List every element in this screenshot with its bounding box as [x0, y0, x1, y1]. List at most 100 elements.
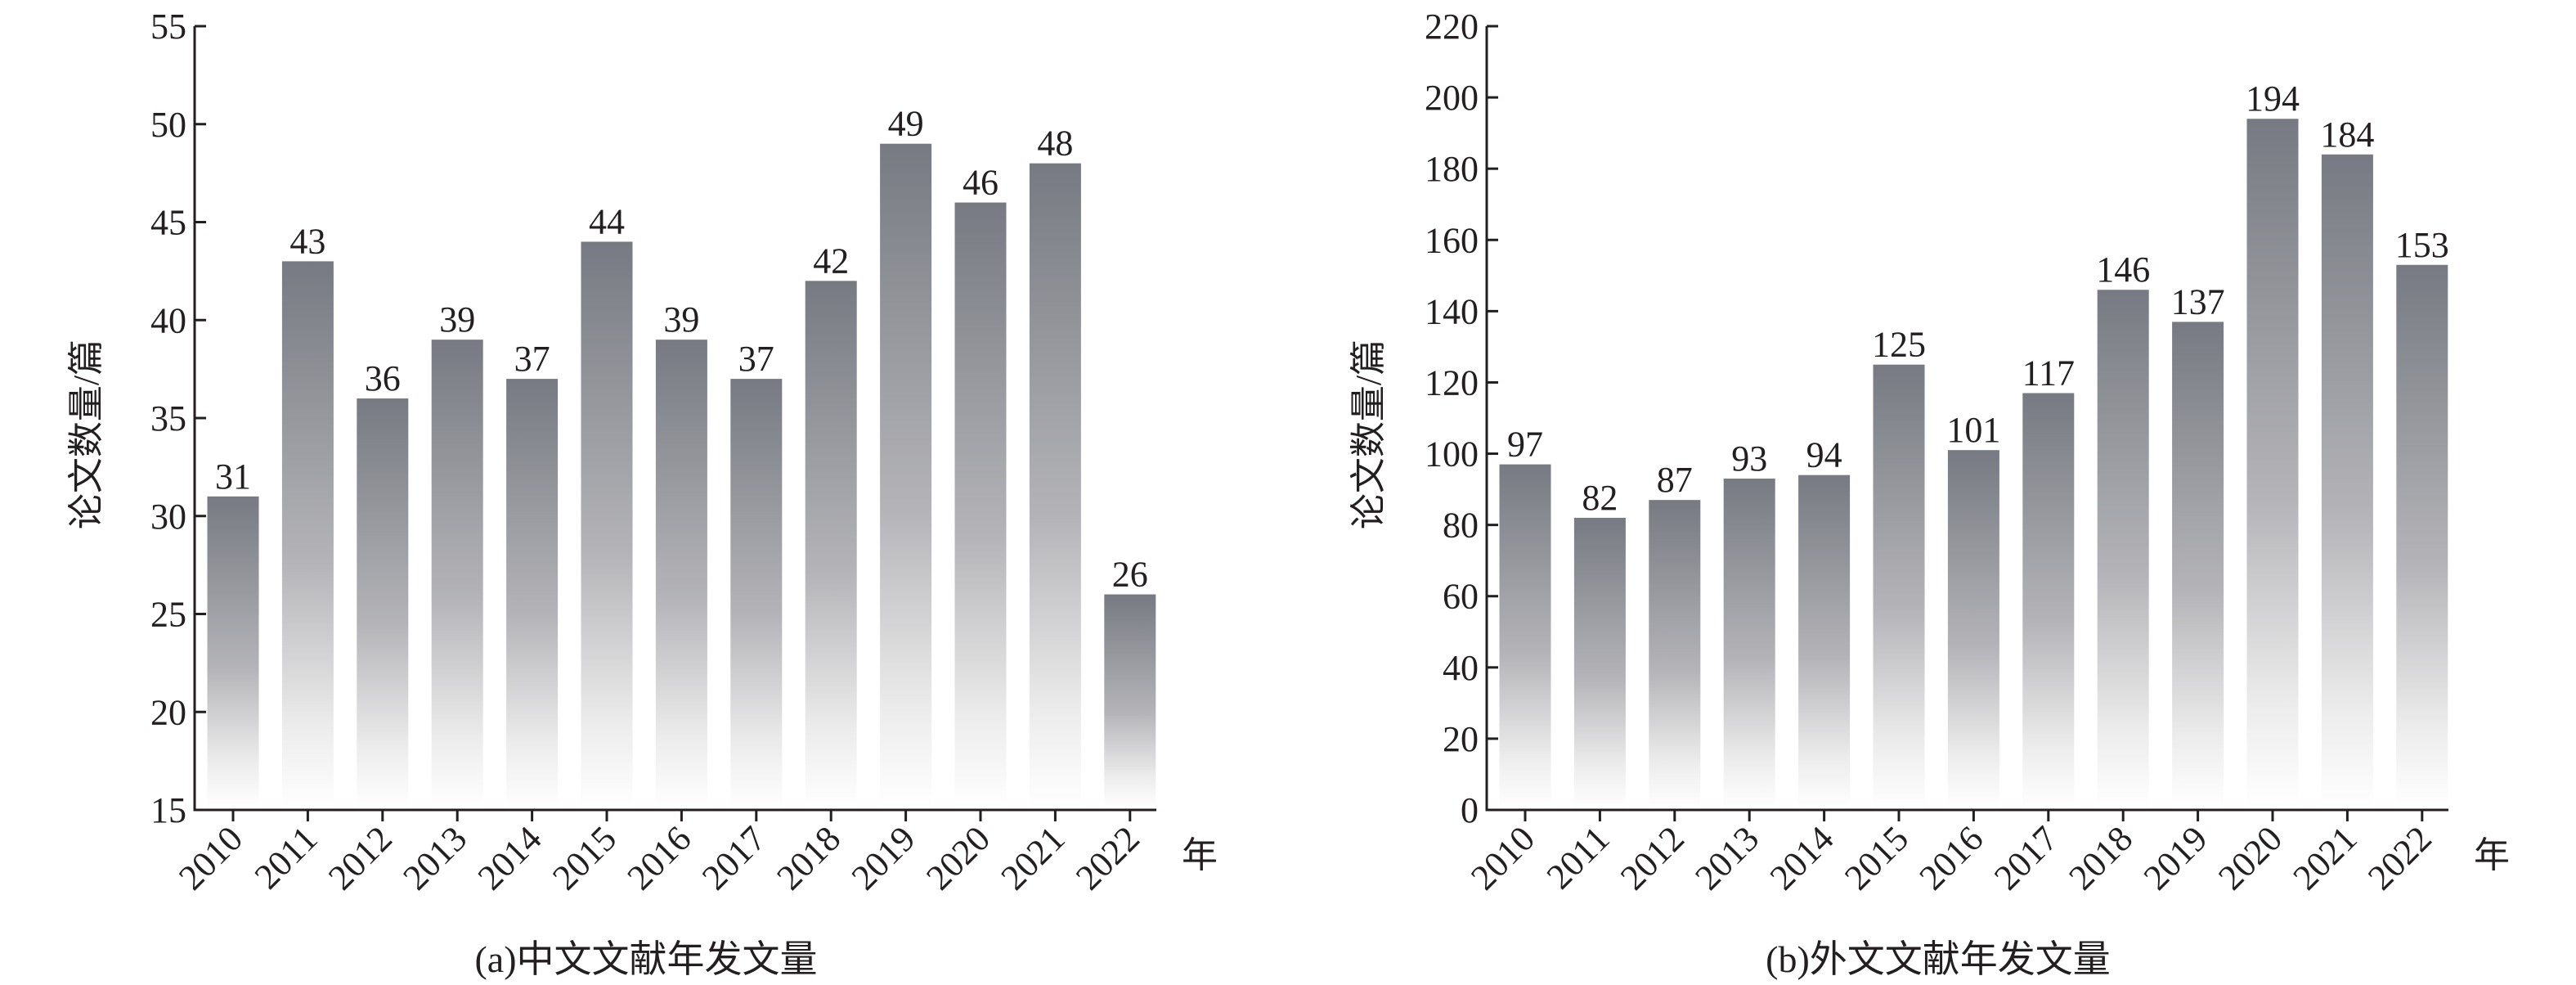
x-tick-label-2018: 2018 [2061, 818, 2140, 897]
y-tick-label-30: 30 [150, 497, 186, 537]
y-tick-label-180: 180 [1425, 149, 1479, 189]
x-tick-label-2021: 2021 [994, 818, 1073, 897]
data-label-2012: 87 [1657, 460, 1693, 500]
data-label-2011: 43 [289, 221, 325, 261]
y-tick-label-120: 120 [1425, 362, 1479, 403]
y-tick-label-0: 0 [1461, 790, 1479, 830]
bar-2019 [2172, 322, 2224, 809]
data-label-2014: 37 [514, 339, 550, 379]
x-tick-label-2019: 2019 [844, 818, 923, 897]
x-tick-label-2017: 2017 [1986, 818, 2066, 897]
x-tick-label-2012: 2012 [321, 818, 400, 897]
bar-2018 [805, 281, 857, 809]
panel-a: (a)中文文献年发文量 年 论文数量/篇 3120104320113620123… [66, 7, 1218, 980]
x-tick-label-2011: 2011 [1539, 818, 1618, 897]
bar-2017 [730, 379, 783, 809]
data-label-2015: 125 [1872, 325, 1926, 365]
bar-2022 [1104, 594, 1156, 808]
bar-2017 [2022, 393, 2075, 808]
x-tick-label-2020: 2020 [2210, 818, 2290, 897]
y-tick-label-200: 200 [1425, 78, 1479, 118]
bar-2022 [2396, 264, 2448, 809]
y-tick-label-25: 25 [150, 595, 186, 635]
bar-2012 [357, 398, 409, 808]
bar-2016 [1947, 450, 1999, 808]
data-label-2014: 94 [1806, 435, 1842, 475]
bar-2018 [2097, 290, 2149, 809]
bar-2011 [281, 261, 334, 808]
x-tick-label-2013: 2013 [1687, 818, 1766, 897]
x-tick-label-2016: 2016 [620, 818, 699, 897]
x-tick-label-2015: 2015 [1837, 818, 1916, 897]
y-tick-label-20: 20 [150, 692, 186, 732]
x-tick-label-2020: 2020 [918, 818, 998, 897]
y-tick-label-220: 220 [1425, 7, 1479, 47]
y-tick-label-140: 140 [1425, 291, 1479, 331]
x-tick-label-2015: 2015 [545, 818, 624, 897]
y-tick-label-40: 40 [150, 300, 186, 340]
bar-2015 [1873, 364, 1925, 808]
x-tick-label-2017: 2017 [694, 818, 774, 897]
data-label-2021: 184 [2320, 115, 2374, 155]
bar-2013 [431, 340, 483, 808]
x-tick-label-2022: 2022 [1068, 818, 1147, 897]
caption-b: (b)外文文献年发文量 [1766, 938, 2111, 980]
y-tick-label-60: 60 [1443, 577, 1479, 617]
data-label-2017: 117 [2022, 353, 2075, 394]
y-tick-label-35: 35 [150, 398, 186, 439]
y-tick-label-50: 50 [150, 105, 186, 145]
bar-2019 [880, 143, 932, 808]
data-label-2019: 49 [888, 104, 924, 144]
data-label-2022: 26 [1112, 555, 1148, 595]
data-label-2016: 39 [663, 299, 699, 340]
bar-2021 [2321, 154, 2373, 808]
data-label-2019: 137 [2171, 281, 2225, 322]
x-axis-unit-a: 年 [1182, 835, 1218, 875]
x-axis-unit-b: 年 [2474, 835, 2510, 875]
x-tick-label-2021: 2021 [2286, 818, 2365, 897]
y-tick-label-100: 100 [1425, 434, 1479, 475]
y-tick-label-55: 55 [150, 7, 186, 47]
data-label-2010: 31 [215, 457, 251, 497]
bar-2020 [954, 202, 1007, 809]
x-tick-label-2013: 2013 [395, 818, 474, 897]
x-tick-label-2011: 2011 [247, 818, 325, 897]
data-label-2018: 42 [813, 241, 849, 281]
panel-b: (b)外文文献年发文量 年 论文数量/篇 9720108220118720129… [1349, 7, 2510, 980]
data-label-2020: 46 [963, 163, 999, 203]
x-tick-label-2014: 2014 [1762, 818, 1842, 897]
bar-2010 [207, 496, 259, 808]
y-tick-label-45: 45 [150, 203, 186, 243]
x-tick-label-2012: 2012 [1613, 818, 1692, 897]
data-label-2022: 153 [2395, 225, 2449, 265]
bar-2013 [1723, 479, 1775, 808]
data-label-2013: 93 [1731, 439, 1767, 479]
y-tick-label-160: 160 [1425, 220, 1479, 260]
data-label-2017: 37 [738, 339, 774, 379]
x-tick-label-2014: 2014 [470, 818, 550, 897]
y-axis-title-a: 论文数量/篇 [66, 340, 106, 529]
caption-a: (a)中文文献年发文量 [474, 938, 817, 980]
data-label-2012: 36 [365, 358, 401, 398]
bar-2015 [581, 241, 633, 808]
bar-2021 [1029, 163, 1081, 808]
x-tick-label-2022: 2022 [2360, 818, 2439, 897]
bar-2020 [2246, 119, 2299, 808]
y-tick-label-15: 15 [150, 790, 186, 830]
bar-2011 [1573, 517, 1626, 808]
x-tick-label-2018: 2018 [769, 818, 848, 897]
bar-2014 [506, 379, 559, 809]
bar-2010 [1499, 464, 1551, 808]
y-tick-label-80: 80 [1443, 506, 1479, 546]
bar-2016 [655, 340, 707, 808]
data-label-2016: 101 [1946, 410, 2000, 450]
y-tick-label-40: 40 [1443, 648, 1479, 688]
data-label-2011: 82 [1582, 478, 1618, 518]
y-tick-label-20: 20 [1443, 719, 1479, 759]
data-label-2015: 44 [589, 201, 625, 241]
data-label-2021: 48 [1037, 124, 1073, 164]
y-axis-title-b: 论文数量/篇 [1349, 340, 1389, 529]
data-label-2010: 97 [1507, 425, 1543, 465]
data-label-2020: 194 [2246, 79, 2300, 119]
